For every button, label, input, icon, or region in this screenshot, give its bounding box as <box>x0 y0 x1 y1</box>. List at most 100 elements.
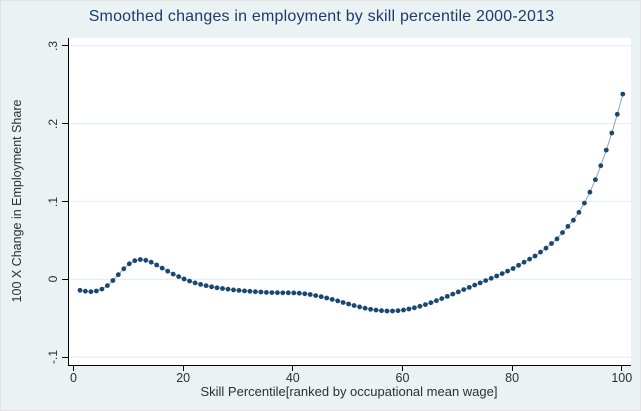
data-point-marker <box>187 278 192 284</box>
data-point-marker <box>176 274 182 279</box>
y-tick <box>62 123 68 125</box>
data-point-marker <box>126 261 132 267</box>
data-point-marker <box>417 303 423 309</box>
x-axis-title: Skill Percentile[ranked by occupational … <box>200 384 498 399</box>
data-point-marker <box>209 284 215 290</box>
data-point-marker <box>603 147 609 153</box>
data-point-marker <box>423 302 428 307</box>
data-point-marker <box>439 296 445 301</box>
data-point-marker <box>159 265 165 271</box>
data-point-marker <box>302 291 308 297</box>
data-point-marker <box>373 307 379 313</box>
data-point-marker <box>77 287 83 293</box>
data-point-marker <box>154 262 160 268</box>
data-point-marker <box>165 268 171 274</box>
data-point-marker <box>143 257 149 263</box>
data-point-marker <box>192 280 198 286</box>
y-tick <box>62 201 68 202</box>
data-point-marker <box>148 259 154 265</box>
data-point-marker <box>247 288 253 294</box>
data-point-marker <box>170 271 176 277</box>
x-tick <box>621 366 623 371</box>
data-point-marker <box>477 280 483 286</box>
data-point-marker <box>576 210 582 215</box>
y-tick-label: .3 <box>46 40 60 51</box>
data-point-marker <box>401 307 406 313</box>
data-point-marker <box>565 224 571 229</box>
data-point-marker <box>582 200 587 206</box>
data-point-marker <box>450 291 456 297</box>
data-point-marker <box>379 308 384 314</box>
data-point-marker <box>368 306 373 312</box>
data-point-marker <box>214 285 220 291</box>
data-point-marker <box>505 268 510 274</box>
y-tick-label: -.1 <box>46 350 60 365</box>
data-point-marker <box>395 308 401 314</box>
y-axis-title: 100 X Change in Employment Share <box>10 99 24 303</box>
data-point-marker <box>598 163 604 169</box>
y-tick-label: .1 <box>46 196 60 207</box>
data-point-marker <box>313 293 319 298</box>
data-point-marker <box>351 303 357 308</box>
data-point-marker <box>269 290 275 295</box>
data-point-marker <box>444 294 450 299</box>
data-point-marker <box>384 308 390 314</box>
data-point-marker <box>483 278 489 283</box>
data-point-marker <box>510 266 516 271</box>
data-point-marker <box>472 282 478 288</box>
data-point-marker <box>110 278 116 283</box>
data-point-marker <box>543 245 549 251</box>
plot-area <box>68 38 631 366</box>
employment-curve-svg <box>69 45 631 358</box>
data-point-marker <box>318 294 324 300</box>
x-tick <box>401 366 403 371</box>
data-point-marker <box>346 301 351 307</box>
data-point-marker <box>258 289 264 295</box>
x-tick <box>182 366 184 371</box>
data-point-marker <box>335 298 341 304</box>
data-point-marker <box>291 290 297 296</box>
data-point-marker <box>198 282 204 287</box>
data-point-marker <box>593 177 598 183</box>
data-point-marker <box>296 290 302 296</box>
data-point-marker <box>587 189 593 195</box>
data-point-marker <box>609 130 615 136</box>
series-line <box>79 93 624 312</box>
data-point-marker <box>225 286 231 292</box>
x-tick-label: 60 <box>395 371 410 385</box>
y-tick-label: 0 <box>46 276 60 283</box>
data-point-marker <box>571 217 576 223</box>
data-point-marker <box>285 290 291 296</box>
data-point-marker <box>340 300 346 305</box>
data-point-marker <box>357 304 362 310</box>
data-point-marker <box>406 306 412 312</box>
data-point-marker <box>527 256 532 262</box>
data-point-marker <box>461 287 467 292</box>
y-tick <box>62 356 68 358</box>
data-point-marker <box>499 271 505 276</box>
data-point-marker <box>242 288 247 294</box>
data-point-marker <box>275 290 280 296</box>
data-point-marker <box>132 258 138 264</box>
y-tick <box>62 278 68 280</box>
data-point-marker <box>181 276 187 282</box>
x-tick-label: 80 <box>505 371 520 385</box>
x-tick-label: 20 <box>176 371 191 385</box>
data-point-marker <box>88 289 94 295</box>
chart-title: Smoothed changes in employment by skill … <box>88 8 555 25</box>
data-point-marker <box>620 91 626 97</box>
data-point-marker <box>83 288 88 294</box>
x-tick-label: 0 <box>69 371 77 385</box>
data-point-marker <box>428 300 434 306</box>
data-point-marker <box>220 286 225 291</box>
data-point-marker <box>329 297 335 302</box>
data-point-marker <box>532 253 538 259</box>
data-point-marker <box>549 241 554 246</box>
data-point-marker <box>466 285 472 290</box>
data-point-marker <box>280 290 286 296</box>
data-point-marker <box>94 288 99 294</box>
y-tick-label: .2 <box>46 118 60 129</box>
data-point-marker <box>203 283 209 289</box>
data-point-marker <box>614 111 620 117</box>
